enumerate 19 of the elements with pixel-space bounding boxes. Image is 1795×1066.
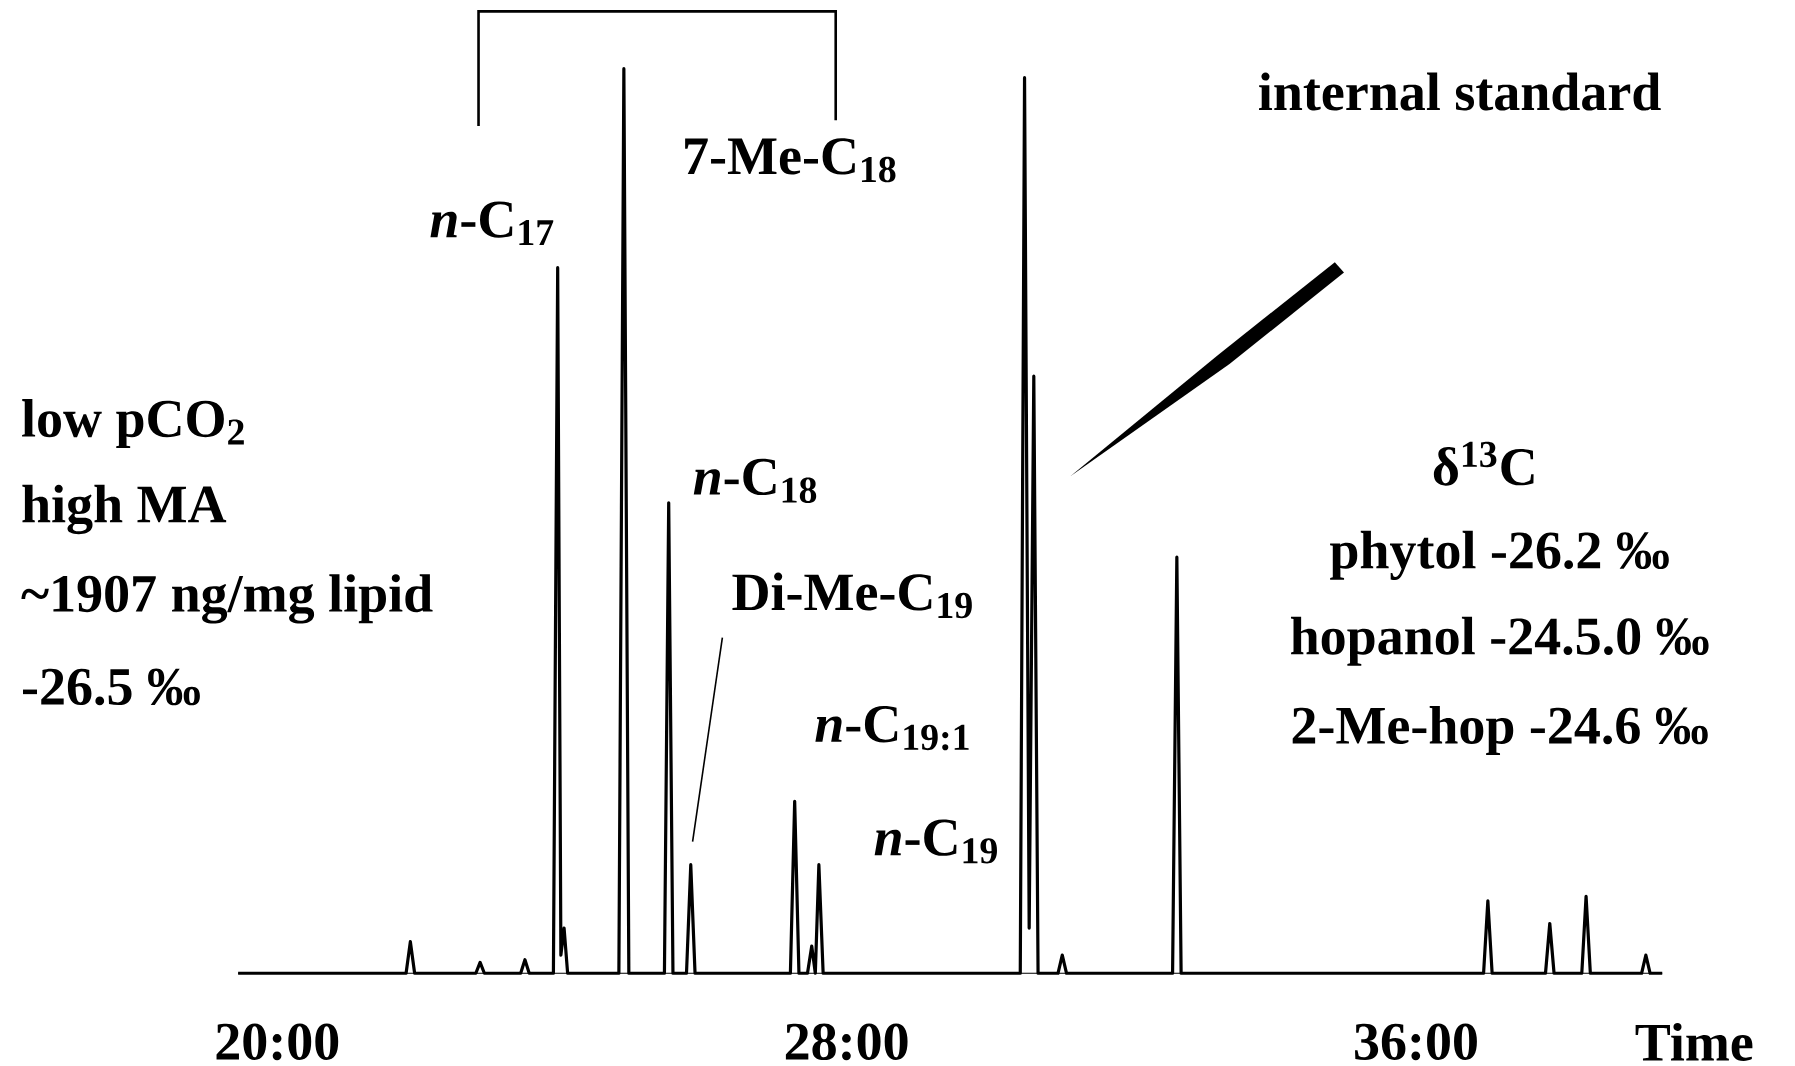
- annotation: ~1907 ng/mg lipid: [21, 574, 433, 624]
- annotation: Di-Me-C$_{19}$: [732, 572, 972, 619]
- annotation: n-C$_{19:1}$: [815, 706, 969, 751]
- annotation: phytol -26.2 ‰: [1330, 530, 1669, 580]
- annotation: 2-Me-hop -24.6 ‰: [1292, 705, 1708, 755]
- annotation: 7-Me-C$_{18}$: [685, 138, 896, 183]
- annotation: δ$^{13}$C: [1433, 441, 1534, 486]
- x-tick-label: 28:00: [785, 1023, 908, 1061]
- annotation: n-C$_{18}$: [693, 458, 817, 503]
- x-tick-label: 20:00: [216, 1023, 339, 1061]
- annotation: hopanol -24.5.0 ‰: [1290, 616, 1709, 666]
- annotation: n-C$_{17}$: [430, 201, 554, 246]
- text: -26.5 ‰: [23, 668, 200, 706]
- annotation: internal standard: [1259, 72, 1661, 111]
- annotation: n-C$_{19}$: [874, 819, 997, 864]
- x-axis-title: Time: [1635, 1022, 1753, 1061]
- x-tick-label: 36:00: [1355, 1023, 1477, 1061]
- text: high MA: [22, 484, 227, 535]
- annotation: low pCO$_{2}$: [22, 399, 244, 449]
